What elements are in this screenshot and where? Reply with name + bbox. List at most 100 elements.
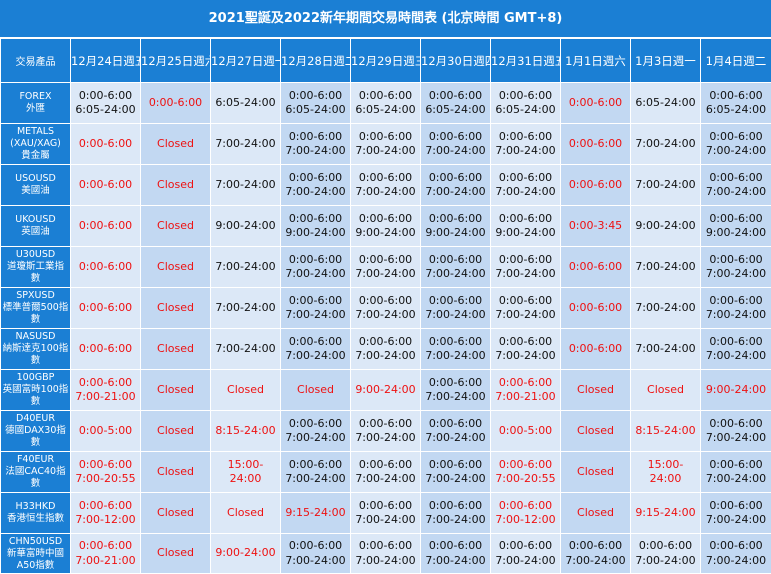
- hours-line: 0:00-6:00: [71, 539, 140, 554]
- hours-line: 9:00-24:00: [211, 546, 280, 561]
- hours-cell: Closed: [281, 370, 351, 411]
- product-label-line: F40EUR: [1, 454, 70, 466]
- header-date: 12月24日週五: [71, 39, 141, 83]
- product-label-line: SPXUSD: [1, 290, 70, 302]
- hours-cell: 7:00-24:00: [211, 165, 281, 206]
- hours-line: 7:00-24:00: [701, 267, 771, 282]
- product-label-line: FOREX: [1, 91, 70, 103]
- product-label-line: 新華富時中國: [1, 548, 70, 560]
- hours-cell: 0:00-6:00: [71, 124, 141, 165]
- hours-line: 0:00-6:00: [351, 89, 420, 104]
- hours-line: 24:00: [211, 472, 280, 487]
- hours-line: 0:00-6:00: [141, 96, 210, 111]
- product-label-line: (XAU/XAG): [1, 138, 70, 150]
- hours-line: 0:00-6:00: [701, 335, 771, 350]
- hours-line: 6:05-24:00: [211, 96, 280, 111]
- hours-line: 7:00-24:00: [701, 431, 771, 446]
- hours-line: 6:05-24:00: [421, 103, 490, 118]
- product-label-line: USOUSD: [1, 173, 70, 185]
- hours-line: 0:00-6:00: [631, 539, 700, 554]
- hours-line: 0:00-6:00: [71, 301, 140, 316]
- hours-line: 0:00-6:00: [421, 253, 490, 268]
- hours-line: 7:00-24:00: [631, 178, 700, 193]
- hours-line: 7:00-24:00: [421, 390, 490, 405]
- hours-cell: 0:00-3:45: [561, 206, 631, 247]
- hours-line: 0:00-6:00: [351, 335, 420, 350]
- hours-line: 0:00-6:00: [561, 342, 630, 357]
- product-label-line: A50指數: [1, 560, 70, 572]
- hours-line: 7:00-24:00: [631, 137, 700, 152]
- hours-line: 7:00-24:00: [211, 301, 280, 316]
- hours-line: 6:05-24:00: [71, 103, 140, 118]
- hours-line: 9:00-24:00: [421, 226, 490, 241]
- hours-cell: 9:15-24:00: [281, 493, 351, 534]
- hours-line: Closed: [561, 506, 630, 521]
- hours-line: 7:00-24:00: [281, 308, 350, 323]
- hours-line: 7:00-12:00: [71, 513, 140, 528]
- hours-line: 0:00-6:00: [421, 294, 490, 309]
- hours-line: 7:00-24:00: [421, 431, 490, 446]
- hours-line: 0:00-6:00: [71, 178, 140, 193]
- hours-line: 7:00-24:00: [701, 513, 771, 528]
- hours-line: 0:00-6:00: [351, 294, 420, 309]
- hours-cell: 7:00-24:00: [631, 247, 701, 288]
- header-date: 1月4日週二: [701, 39, 771, 83]
- hours-line: 0:00-6:00: [71, 376, 140, 391]
- hours-line: 7:00-24:00: [561, 554, 630, 569]
- hours-cell: 8:15-24:00: [211, 411, 281, 452]
- hours-line: 7:00-24:00: [701, 472, 771, 487]
- hours-line: 7:00-24:00: [281, 472, 350, 487]
- product-label-line: 美國油: [1, 185, 70, 197]
- hours-cell: 9:00-24:00: [701, 370, 771, 411]
- hours-line: 0:00-6:00: [491, 171, 560, 186]
- hours-line: 0:00-6:00: [561, 260, 630, 275]
- hours-line: 0:00-6:00: [701, 130, 771, 145]
- hours-line: 0:00-6:00: [491, 253, 560, 268]
- hours-line: 0:00-6:00: [71, 499, 140, 514]
- hours-line: 7:00-24:00: [701, 554, 771, 569]
- hours-line: Closed: [631, 383, 700, 398]
- hours-line: 0:00-6:00: [71, 137, 140, 152]
- hours-line: 7:00-24:00: [211, 342, 280, 357]
- header-date: 12月31日週五: [491, 39, 561, 83]
- hours-cell: Closed: [141, 411, 211, 452]
- hours-cell: 8:15-24:00: [631, 411, 701, 452]
- hours-line: 0:00-6:00: [421, 130, 490, 145]
- product-label-line: 英國油: [1, 226, 70, 238]
- hours-cell: Closed: [141, 452, 211, 493]
- hours-cell: 9:00-24:00: [351, 370, 421, 411]
- product-label-line: 數: [1, 478, 70, 490]
- hours-line: 7:00-24:00: [351, 431, 420, 446]
- hours-line: 7:00-24:00: [211, 260, 280, 275]
- hours-cell: Closed: [141, 124, 211, 165]
- hours-cell: 7:00-24:00: [211, 329, 281, 370]
- hours-line: 7:00-24:00: [491, 185, 560, 200]
- hours-line: 7:00-24:00: [281, 267, 350, 282]
